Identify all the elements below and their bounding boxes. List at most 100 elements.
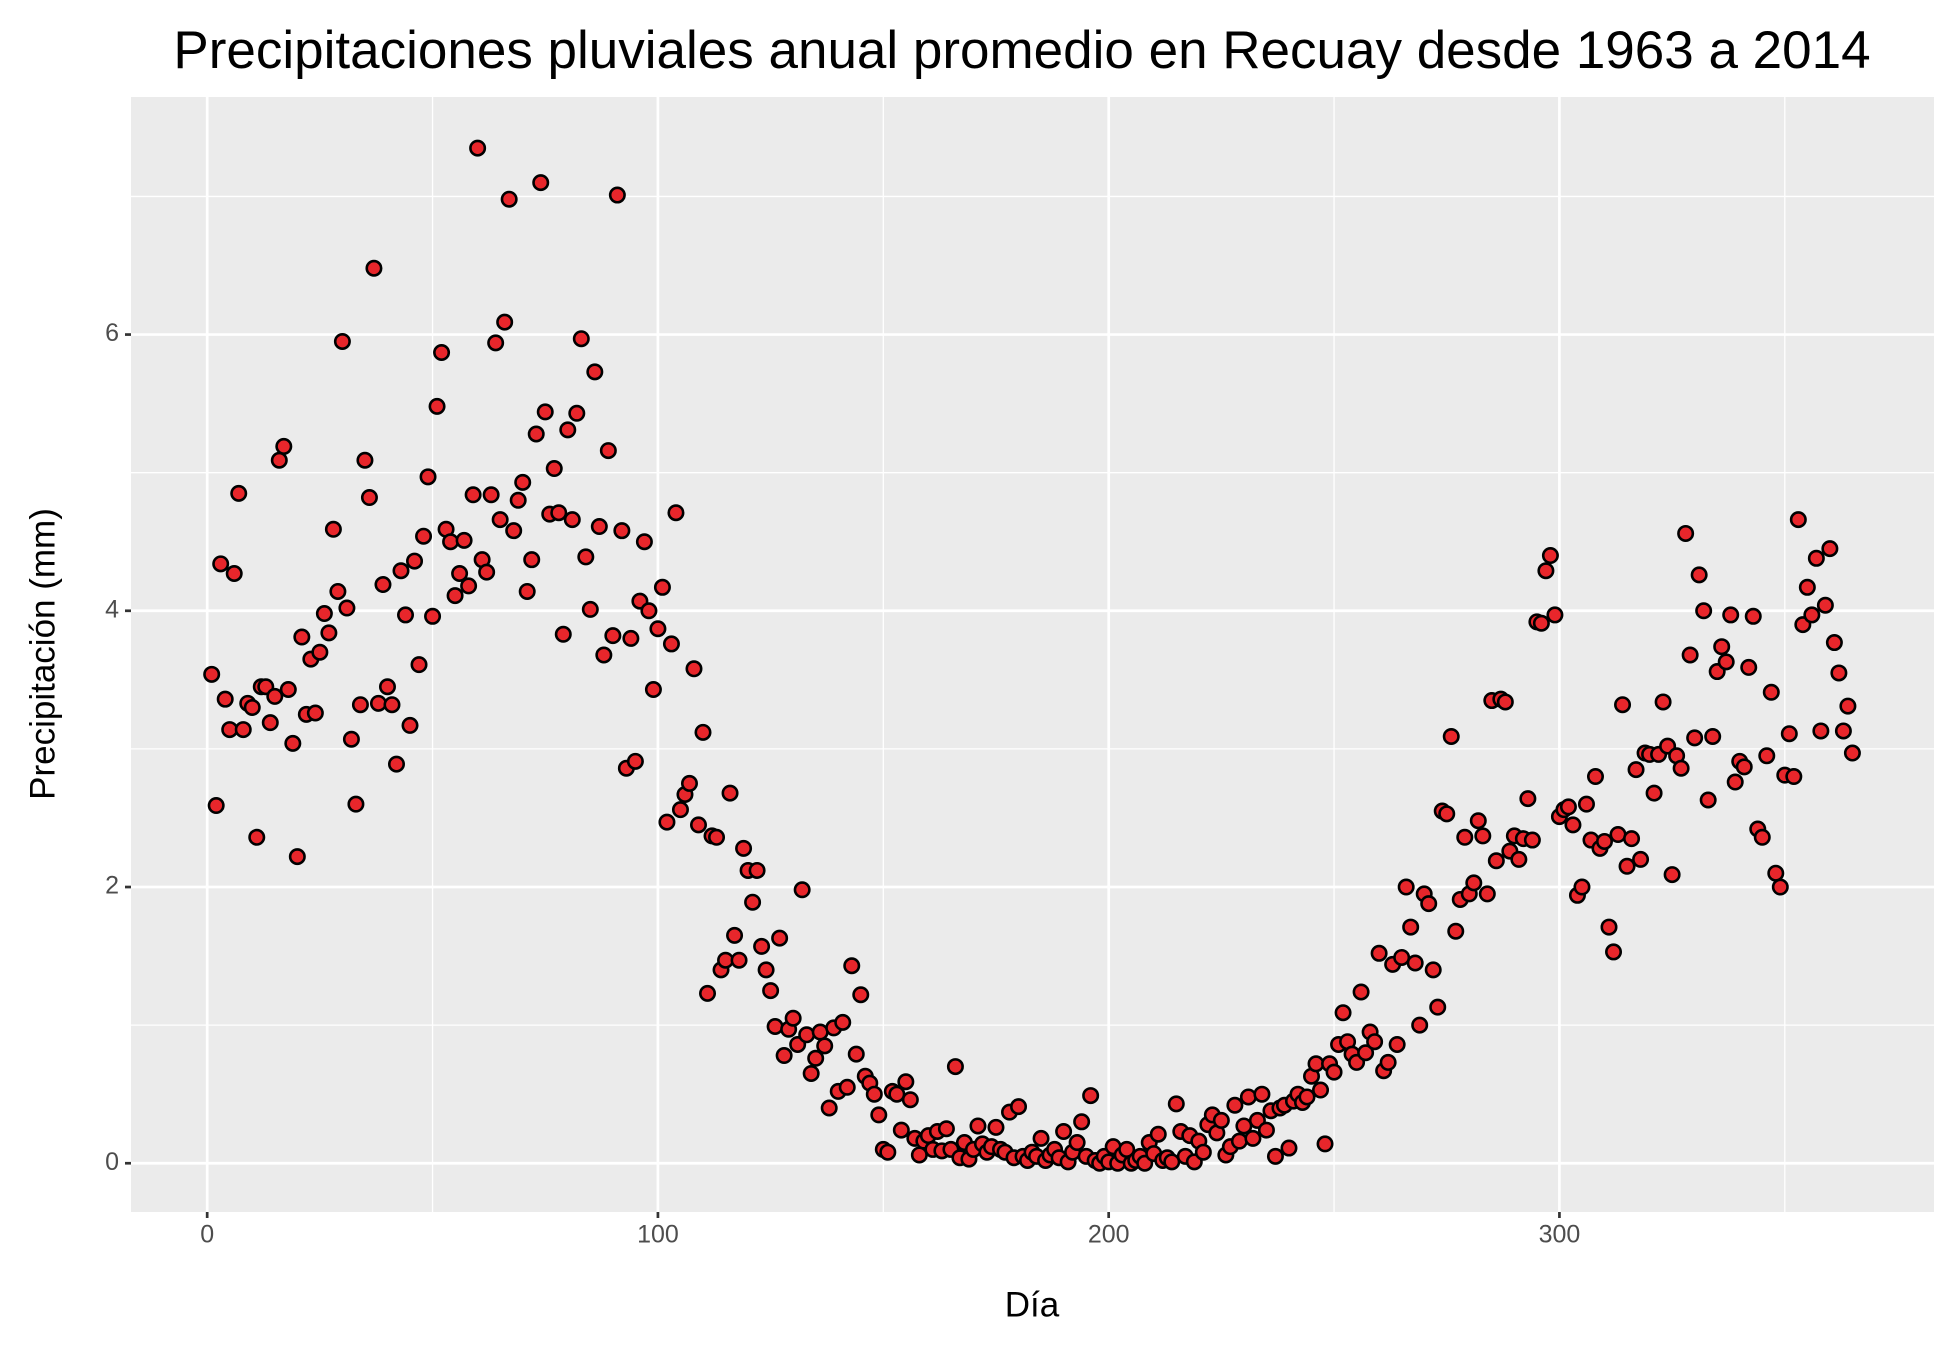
point: [1762, 683, 1780, 701]
point: [536, 403, 554, 421]
point: [1614, 696, 1632, 714]
point: [1541, 547, 1559, 565]
point: [1722, 606, 1740, 624]
point: [1253, 1085, 1271, 1103]
point: [1532, 614, 1550, 632]
point: [397, 606, 415, 624]
point: [784, 1009, 802, 1027]
point: [1695, 602, 1713, 620]
point: [1704, 727, 1722, 745]
point: [1600, 918, 1618, 936]
point: [1316, 1135, 1334, 1153]
chart-title: Precipitaciones pluviales anual promedio…: [173, 21, 1870, 80]
point: [1596, 832, 1614, 850]
point: [834, 1013, 852, 1031]
point: [424, 607, 442, 625]
point: [329, 582, 347, 600]
point: [771, 929, 789, 947]
x-tick-label: 300: [1539, 1221, 1581, 1249]
point: [946, 1058, 964, 1076]
point: [1244, 1129, 1262, 1147]
point: [1798, 578, 1816, 596]
point: [478, 563, 496, 581]
point: [491, 511, 509, 529]
point: [433, 344, 451, 362]
point: [622, 629, 640, 647]
point: [1605, 943, 1623, 961]
point: [1663, 866, 1681, 884]
point: [1654, 693, 1672, 711]
point: [1677, 524, 1695, 542]
point: [816, 1037, 834, 1055]
point: [279, 681, 297, 699]
x-tick-label: 200: [1088, 1221, 1130, 1249]
point: [1149, 1125, 1167, 1143]
point: [1352, 983, 1370, 1001]
point: [775, 1047, 793, 1065]
point: [1559, 798, 1577, 816]
point: [595, 646, 613, 664]
point: [1212, 1111, 1230, 1129]
point: [838, 1078, 856, 1096]
point: [1510, 850, 1528, 868]
point: [496, 313, 514, 331]
point: [266, 687, 284, 705]
point: [270, 451, 288, 469]
point: [1546, 606, 1564, 624]
point: [545, 460, 563, 478]
point: [1266, 1147, 1284, 1165]
point: [762, 982, 780, 1000]
point: [1645, 784, 1663, 802]
point: [509, 491, 527, 509]
point: [644, 681, 662, 699]
y-tick-label: 2: [105, 872, 119, 900]
point: [1226, 1096, 1244, 1114]
x-axis-label: Día: [1005, 1285, 1060, 1324]
point: [757, 961, 775, 979]
point: [419, 468, 437, 486]
point: [1257, 1121, 1275, 1139]
point: [640, 602, 658, 620]
point: [451, 564, 469, 582]
point: [901, 1091, 919, 1109]
point: [378, 678, 396, 696]
point: [892, 1121, 910, 1139]
point: [1740, 658, 1758, 676]
point: [374, 576, 392, 594]
plot-panel: [131, 97, 1934, 1212]
point: [1623, 830, 1641, 848]
x-tick-label: 0: [200, 1221, 214, 1249]
point: [1825, 634, 1843, 652]
point: [1366, 1033, 1384, 1051]
point: [230, 484, 248, 502]
point: [1717, 653, 1735, 671]
point: [685, 660, 703, 678]
point: [599, 442, 617, 460]
point: [1537, 562, 1555, 580]
point: [563, 511, 581, 529]
point: [320, 624, 338, 642]
point: [1753, 828, 1771, 846]
point: [1032, 1129, 1050, 1147]
point: [802, 1064, 820, 1082]
point: [338, 599, 356, 617]
point: [1334, 1004, 1352, 1022]
point: [820, 1099, 838, 1117]
y-axis-label: Precipitación (mm): [23, 508, 62, 800]
point: [1839, 697, 1857, 715]
point: [207, 797, 225, 815]
point: [351, 696, 369, 714]
point: [1586, 768, 1604, 786]
point: [333, 332, 351, 350]
point: [460, 577, 478, 595]
point: [1379, 1053, 1397, 1071]
point: [527, 425, 545, 443]
point: [1447, 922, 1465, 940]
point: [1577, 795, 1595, 813]
point: [1370, 944, 1388, 962]
point: [1821, 540, 1839, 558]
point: [1465, 874, 1483, 892]
point: [1843, 744, 1861, 762]
point: [635, 533, 653, 551]
point: [721, 784, 739, 802]
